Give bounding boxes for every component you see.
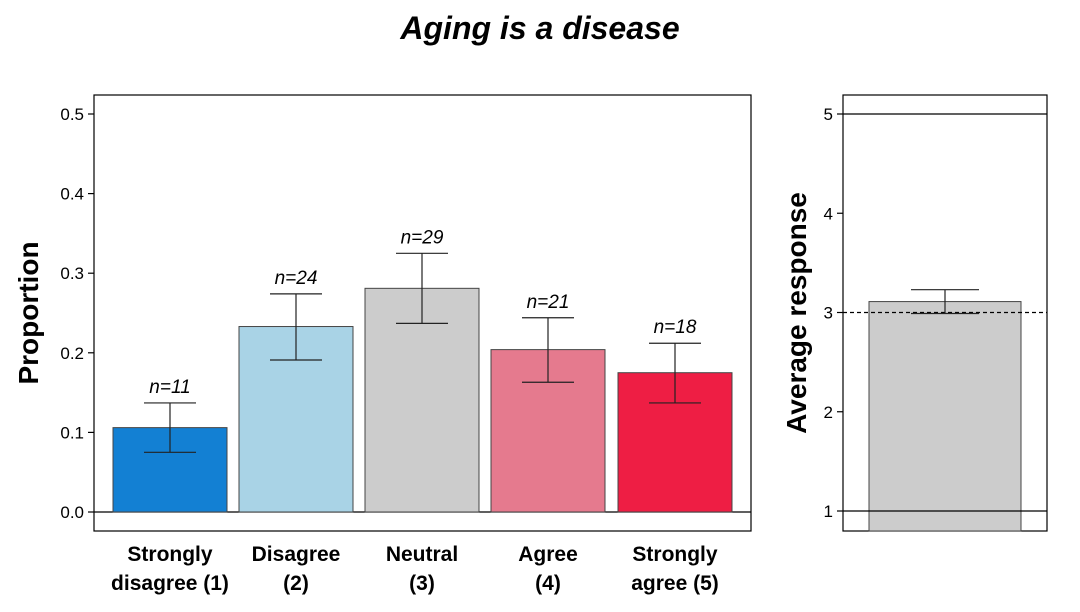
category-label: (4) [535, 572, 561, 595]
y-tick-label: 0.0 [60, 503, 84, 522]
average-response-panel: 1 2 3 4 5 Average response [781, 94, 1048, 532]
y-tick-label: 0.4 [60, 185, 84, 204]
category-label: Disagree [252, 543, 341, 566]
sample-size-label: n=29 [401, 227, 444, 248]
bar [364, 287, 480, 513]
sample-size-label: n=21 [527, 292, 570, 313]
y-tick-label: 0.3 [60, 264, 84, 283]
category-label: Neutral [386, 543, 458, 566]
y-tick-label: 0.2 [60, 344, 84, 363]
y-tick-label: 2 [824, 403, 833, 422]
y-tick-label: 5 [824, 105, 833, 124]
category-label: Strongly [632, 543, 717, 566]
category-label: Agree [518, 543, 578, 566]
y-axis-label: Proportion [13, 241, 44, 384]
sample-size-label: n=11 [149, 377, 190, 398]
bar [868, 301, 1022, 532]
y-tick-label: 0.5 [60, 105, 84, 124]
category-label: agree (5) [631, 572, 719, 595]
proportion-panel: 0.0 0.1 0.2 0.3 0.4 0.5 n=11 Strongly disagree (… [13, 94, 752, 595]
plot-frame [93, 94, 752, 532]
category-label: Strongly [127, 543, 212, 566]
y-axis-label: Average response [781, 192, 812, 434]
y-tick-label: 3 [824, 304, 833, 323]
category-label: (3) [409, 572, 435, 595]
chart-title: Aging is a disease [400, 10, 680, 46]
sample-size-label: n=18 [654, 317, 697, 338]
y-tick-label: 4 [824, 204, 833, 223]
category-label: disagree (1) [111, 572, 229, 595]
y-tick-label: 1 [824, 502, 833, 521]
category-label: (2) [283, 572, 309, 595]
sample-size-label: n=24 [275, 268, 318, 289]
y-tick-label: 0.1 [60, 423, 84, 442]
